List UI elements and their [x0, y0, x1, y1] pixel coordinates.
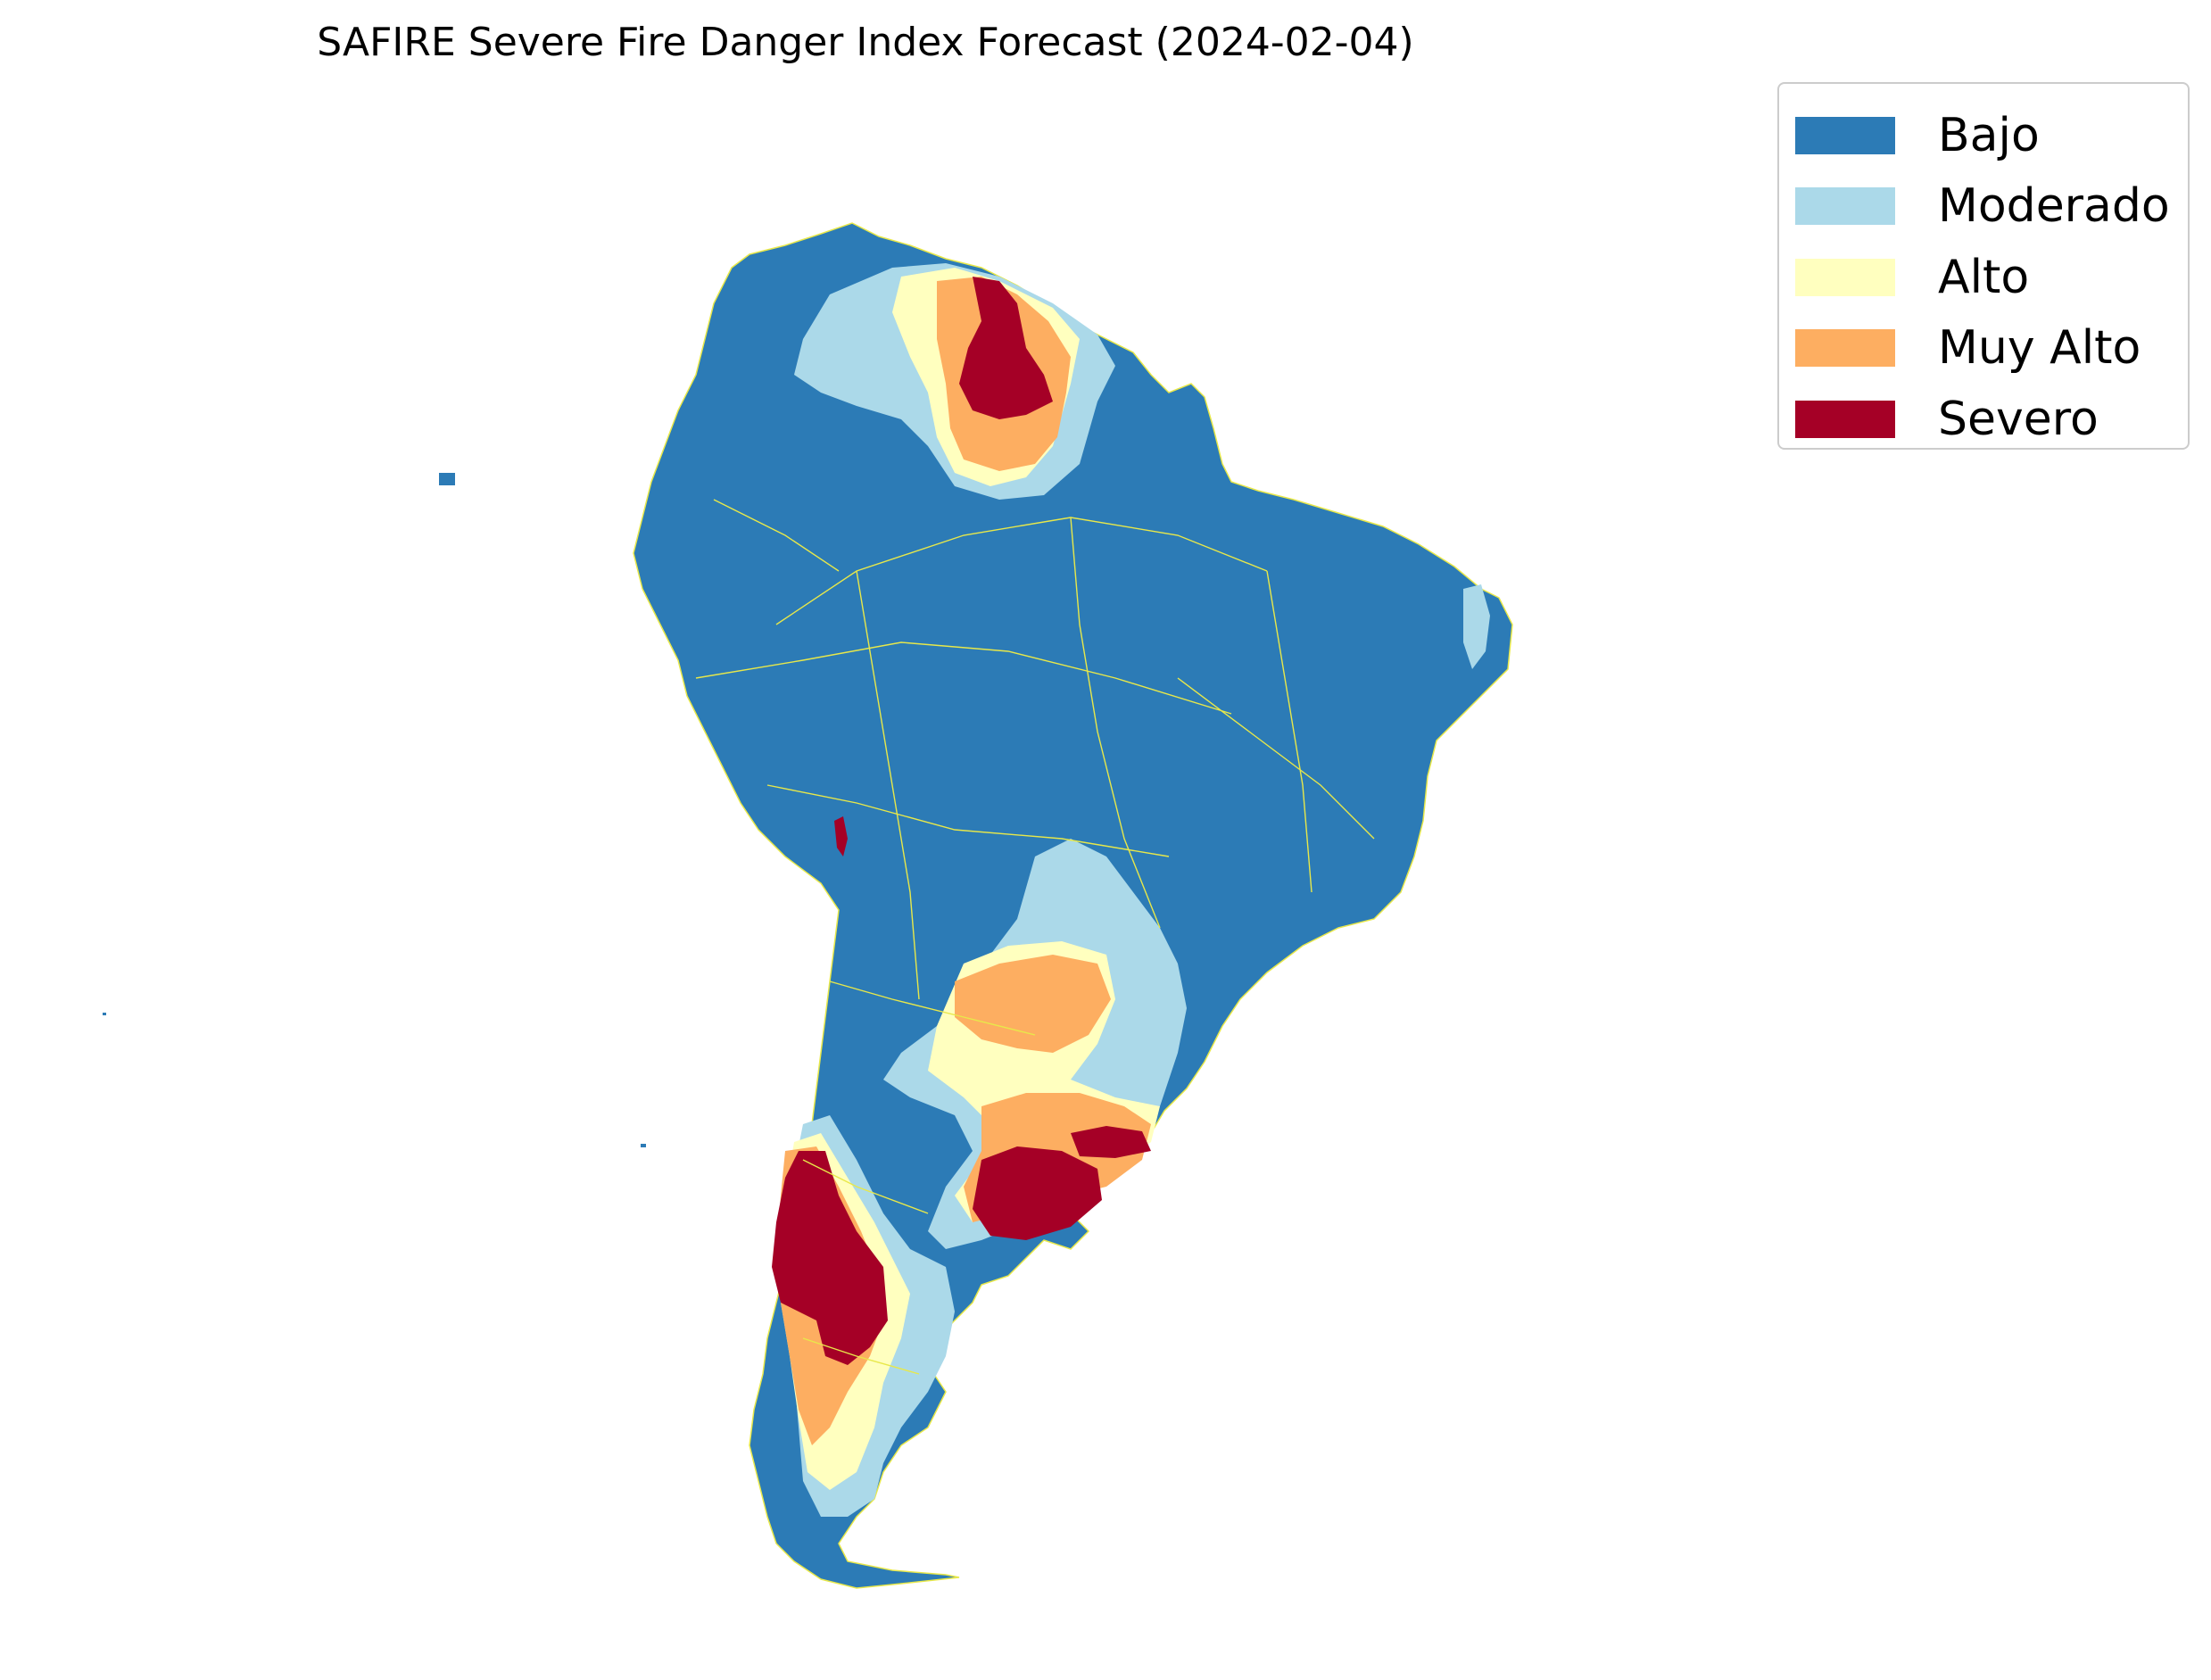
- boundary-line: [829, 981, 1036, 1036]
- legend-item-moderado: Moderado: [1795, 171, 2188, 243]
- legend-swatch-alto: [1795, 258, 1895, 296]
- legend-swatch-muy-alto: [1795, 329, 1895, 368]
- region-moderado-northeast: [1463, 584, 1490, 669]
- boundary-line: [1266, 570, 1313, 893]
- boundary-line: [1070, 517, 1161, 929]
- legend-item-muy-alto: Muy Alto: [1795, 313, 2188, 385]
- region-severo-south: [772, 1151, 888, 1365]
- boundary-line: [766, 784, 1170, 857]
- legend-swatch-bajo: [1795, 116, 1895, 154]
- boundary-line: [695, 641, 1232, 715]
- boundary-line: [1177, 677, 1375, 840]
- boundary-line: [802, 1159, 929, 1214]
- boundary-line: [713, 499, 840, 572]
- legend-label-alto: Alto: [1938, 250, 2030, 304]
- legend-label-muy-alto: Muy Alto: [1938, 321, 2141, 376]
- legend-item-alto: Alto: [1795, 242, 2188, 313]
- island-small: [103, 1013, 106, 1015]
- boundary-line: [856, 570, 920, 1000]
- legend: Bajo Moderado Alto Muy Alto Severo: [1777, 82, 2190, 450]
- map-title: SAFIRE Severe Fire Danger Index Forecast…: [317, 20, 1414, 65]
- legend-label-moderado: Moderado: [1938, 179, 2170, 234]
- legend-label-severo: Severo: [1938, 392, 2099, 446]
- legend-item-severo: Severo: [1795, 384, 2188, 455]
- boundary-line: [802, 1337, 920, 1375]
- boundary-line: [775, 517, 1268, 625]
- legend-item-bajo: Bajo: [1795, 100, 2188, 171]
- region-severo-coastal: [834, 816, 848, 857]
- island-galapagos: [439, 473, 455, 485]
- island-small: [641, 1144, 646, 1147]
- legend-swatch-moderado: [1795, 187, 1895, 226]
- region-severo-north: [959, 277, 1053, 419]
- legend-swatch-severo: [1795, 400, 1895, 438]
- region-severo-central: [973, 1126, 1151, 1240]
- legend-label-bajo: Bajo: [1938, 108, 2040, 162]
